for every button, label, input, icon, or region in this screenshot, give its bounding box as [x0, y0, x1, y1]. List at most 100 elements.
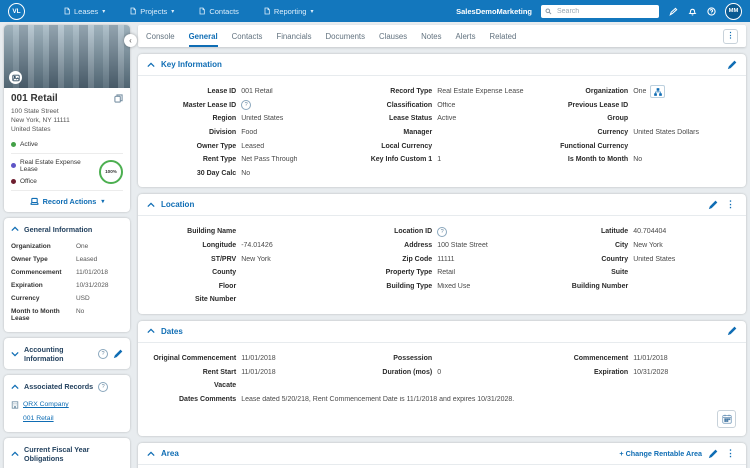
copy-icon[interactable]	[114, 94, 123, 103]
field-label: Commencement	[11, 268, 62, 276]
help-icon[interactable]: ?	[437, 226, 448, 237]
section-header[interactable]: Associated Records ?	[4, 375, 130, 398]
section-body: Lease ID 001 Retail Master Lease ID ? Re	[138, 76, 746, 187]
help-icon[interactable]: ?	[241, 100, 252, 111]
tab[interactable]: Contacts	[232, 25, 263, 47]
section-location: Location ⋮ Building Name Longitude	[138, 194, 746, 314]
field-row: Floor	[148, 280, 344, 294]
property-info: 001 Retail 100 State Street New York, NY…	[4, 88, 130, 212]
chevron-down-icon: ▾	[171, 8, 175, 15]
section-header[interactable]: Accounting Information ?	[4, 338, 130, 369]
field-label: Building Name	[187, 228, 237, 236]
menu-item[interactable]: Projects ▾	[129, 7, 174, 16]
tab[interactable]: Console	[146, 25, 175, 47]
field-row: Duration (mos) 0	[344, 365, 540, 379]
tab[interactable]: Financials	[276, 25, 311, 47]
calendar-button[interactable]	[717, 410, 736, 429]
user-avatar[interactable]: MM	[725, 2, 742, 20]
edit-icon[interactable]	[727, 326, 737, 336]
help-icon[interactable]: ?	[98, 348, 108, 359]
tab[interactable]: General	[188, 25, 218, 47]
field-row: City New York	[540, 239, 736, 253]
field-value: Office	[437, 101, 456, 109]
more-options-icon[interactable]: ⋮	[726, 199, 735, 210]
field-label: Manager	[403, 129, 433, 137]
field-row: Country United States	[540, 252, 736, 266]
field-label: Dates Comments	[179, 395, 237, 403]
field-row: County	[148, 266, 344, 280]
tab[interactable]: Clauses	[379, 25, 407, 47]
tab[interactable]: Related	[489, 25, 516, 47]
sidebar-field-row: Month to Month Lease No	[11, 305, 123, 325]
document-icon	[199, 7, 206, 15]
field-row: Lease Status Active	[344, 112, 540, 126]
edit-icon[interactable]	[113, 349, 123, 359]
record-link[interactable]: QRX Company	[23, 401, 69, 409]
org-hierarchy-icon[interactable]	[650, 85, 666, 99]
field-value: Net Pass Through	[241, 156, 298, 164]
chevron-up-icon[interactable]	[147, 202, 155, 208]
chevron-up-icon[interactable]	[147, 451, 155, 457]
menu-item[interactable]: Contacts	[198, 7, 239, 16]
record-link[interactable]: 001 Retail	[23, 414, 54, 422]
section-title: Dates	[161, 326, 183, 336]
field-label: Lease Status	[389, 115, 433, 123]
field-row: Rent Start 11/01/2018	[148, 365, 344, 379]
more-options-icon[interactable]: ⋮	[726, 448, 735, 459]
field-label: Latitude	[600, 228, 629, 236]
record-actions-button[interactable]: Record Actions ▾	[11, 189, 123, 206]
photo-camera-icon[interactable]	[9, 71, 22, 84]
field-row: Local Currency	[344, 139, 540, 153]
section-header[interactable]: Current Fiscal Year Obligations	[4, 438, 130, 468]
edit-icon[interactable]	[727, 60, 737, 70]
search-input[interactable]	[555, 6, 655, 16]
field-row: Currency United States Dollars	[540, 126, 736, 140]
tab-overflow-button[interactable]: ⋮	[723, 28, 738, 44]
field-row: Suite	[540, 266, 736, 280]
pen-icon[interactable]	[668, 6, 678, 16]
field-row: Classification Office	[344, 99, 540, 113]
field-label: Address	[404, 242, 433, 250]
field-label: Rent Start	[202, 368, 237, 376]
field-label: Lease ID	[207, 88, 237, 96]
field-value: No	[241, 169, 251, 177]
field-value: 11/01/2018	[633, 355, 668, 363]
chevron-up-icon	[11, 451, 19, 457]
field-label: Location ID	[394, 228, 433, 236]
menu-item[interactable]: Reporting ▾	[263, 7, 313, 16]
field-row: Division Food	[148, 126, 344, 140]
change-rentable-area-link[interactable]: + Change Rentable Area	[619, 449, 702, 459]
field-label: Site Number	[194, 296, 237, 304]
section-header[interactable]: General Information	[4, 218, 130, 240]
help-icon[interactable]	[706, 6, 716, 16]
field-row: Original Commencement 11/01/2018	[148, 352, 344, 366]
search-box[interactable]	[541, 4, 659, 18]
section-title: Location	[161, 200, 195, 210]
help-icon[interactable]: ?	[98, 381, 109, 392]
tab[interactable]: Notes	[421, 25, 441, 47]
section-dates: Dates Original Commencement 11/01/2018 R…	[138, 320, 746, 437]
field-label: Master Lease ID	[182, 101, 237, 109]
chevron-up-icon[interactable]	[147, 62, 155, 68]
section-title: Associated Records	[24, 382, 94, 392]
section-key-information: Key Information Lease ID 001 Retail	[138, 54, 746, 188]
fiscal-obligations-card: Current Fiscal Year Obligations TOTAL BA…	[4, 437, 130, 468]
sidebar-collapse-button[interactable]: ‹	[124, 34, 137, 47]
field-label: Owner Type	[11, 255, 48, 263]
field-label: Longitude	[202, 242, 237, 250]
app-logo[interactable]: VL	[8, 2, 25, 20]
sidebar-field-row: Currency USD	[11, 292, 123, 305]
tab[interactable]: Documents	[326, 25, 365, 47]
section-header: Location ⋮	[138, 194, 746, 217]
tab[interactable]: Alerts	[456, 25, 476, 47]
field-label: Expiration	[11, 281, 43, 289]
bell-icon[interactable]	[687, 6, 697, 16]
field-value: 100 State Street	[437, 242, 488, 250]
dates-footer	[138, 406, 746, 436]
field-label: Currency	[597, 129, 629, 137]
menu-item[interactable]: Leases ▾	[63, 7, 105, 16]
edit-icon[interactable]	[708, 449, 718, 459]
chevron-up-icon[interactable]	[147, 328, 155, 334]
edit-icon[interactable]	[708, 200, 718, 210]
field-label: Organization	[585, 88, 629, 96]
